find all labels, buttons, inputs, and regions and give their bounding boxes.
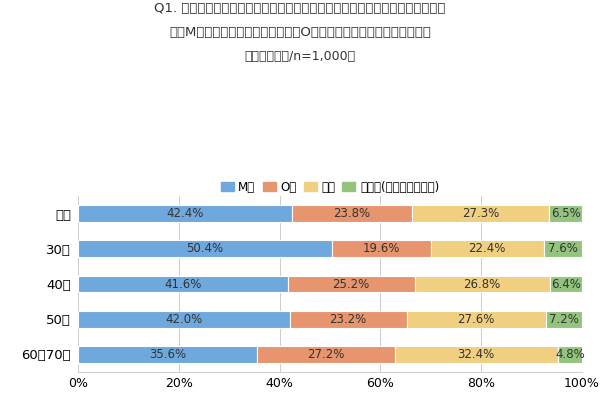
Bar (78, 205, 292, 222)
Text: 19.6%: 19.6% (363, 242, 400, 255)
Text: 42.0%: 42.0% (165, 313, 202, 326)
Text: 4.8%: 4.8% (555, 348, 585, 361)
Text: 23.8%: 23.8% (333, 207, 370, 220)
Text: 41.6%: 41.6% (164, 278, 202, 290)
Bar (78, 311, 290, 328)
Bar (287, 276, 415, 292)
Bar (546, 311, 582, 328)
Text: 7.2%: 7.2% (549, 313, 579, 326)
Text: 7.6%: 7.6% (548, 242, 578, 255)
Text: 27.6%: 27.6% (457, 313, 495, 326)
Bar (412, 205, 549, 222)
Bar (292, 205, 412, 222)
Legend: M型, O型, 両方, その他(円形脱毛症など): M型, O型, 両方, その他(円形脱毛症など) (216, 176, 444, 198)
Bar (415, 276, 550, 292)
Text: 35.6%: 35.6% (149, 348, 186, 361)
Bar (431, 240, 544, 257)
Text: Q1. あなたの薄毛は、前頭部のヘアラインがあがっていき、おでこが広がって: Q1. あなたの薄毛は、前頭部のヘアラインがあがっていき、おでこが広がって (154, 2, 446, 15)
Bar (549, 205, 582, 222)
Bar (78, 346, 257, 363)
Text: 32.4%: 32.4% (458, 348, 495, 361)
Bar (332, 240, 431, 257)
Bar (395, 346, 558, 363)
Bar (407, 311, 546, 328)
Text: 6.5%: 6.5% (551, 207, 580, 220)
Text: 42.4%: 42.4% (166, 207, 203, 220)
Text: 50.4%: 50.4% (187, 242, 224, 255)
Bar (558, 346, 582, 363)
Text: 27.2%: 27.2% (307, 348, 344, 361)
Text: 22.4%: 22.4% (469, 242, 506, 255)
Bar (550, 276, 582, 292)
Bar (78, 240, 332, 257)
Text: 25.2%: 25.2% (332, 278, 370, 290)
Bar (257, 346, 395, 363)
Text: 23.2%: 23.2% (329, 313, 367, 326)
Bar (78, 276, 287, 292)
Text: いくM型、頭頂部の薄毛が進行するO型のどちらに当てはまりますか？: いくM型、頭頂部の薄毛が進行するO型のどちらに当てはまりますか？ (169, 26, 431, 39)
Bar (290, 311, 407, 328)
Text: 27.3%: 27.3% (462, 207, 499, 220)
Text: 26.8%: 26.8% (464, 278, 501, 290)
Text: 6.4%: 6.4% (551, 278, 581, 290)
Bar (544, 240, 582, 257)
Text: （単一選択式/n=1,000）: （単一選択式/n=1,000） (244, 50, 356, 63)
